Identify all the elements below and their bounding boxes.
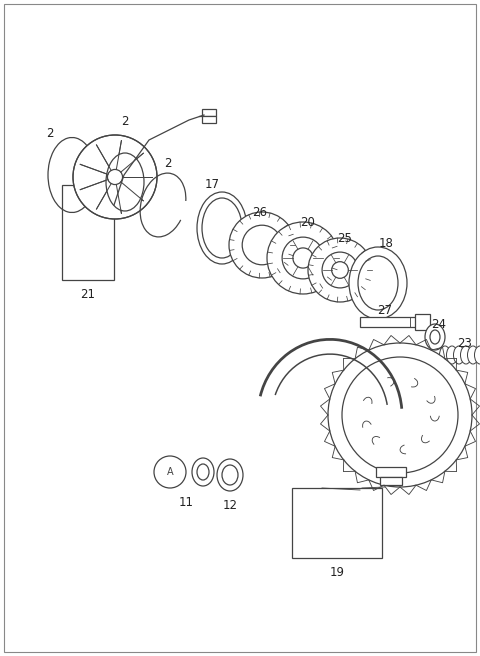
- Bar: [202, 109, 216, 116]
- Ellipse shape: [197, 464, 209, 480]
- Text: 27: 27: [377, 304, 393, 317]
- Text: 12: 12: [223, 499, 238, 512]
- Circle shape: [293, 248, 313, 268]
- Ellipse shape: [460, 346, 471, 364]
- Ellipse shape: [106, 153, 144, 211]
- Circle shape: [308, 238, 372, 302]
- Circle shape: [242, 225, 282, 265]
- Text: 17: 17: [204, 178, 219, 191]
- Text: 23: 23: [457, 337, 472, 350]
- Ellipse shape: [358, 256, 398, 310]
- Circle shape: [282, 237, 324, 279]
- Ellipse shape: [454, 346, 465, 364]
- Text: 2: 2: [46, 127, 54, 140]
- Text: 18: 18: [379, 237, 394, 250]
- Text: 25: 25: [337, 232, 352, 245]
- Ellipse shape: [440, 346, 451, 364]
- Text: 19: 19: [329, 566, 345, 579]
- Circle shape: [154, 456, 186, 488]
- Circle shape: [73, 135, 157, 219]
- Bar: [360, 317, 425, 327]
- Circle shape: [328, 343, 472, 487]
- Circle shape: [229, 212, 295, 278]
- Ellipse shape: [468, 346, 479, 364]
- Text: A: A: [167, 467, 173, 477]
- Circle shape: [342, 357, 458, 473]
- Bar: [380, 477, 402, 485]
- Ellipse shape: [222, 465, 238, 485]
- Ellipse shape: [349, 247, 407, 319]
- Bar: [292, 488, 382, 558]
- Circle shape: [332, 262, 348, 278]
- Text: 14: 14: [479, 445, 480, 458]
- Text: 24: 24: [432, 318, 446, 331]
- Text: 2: 2: [121, 115, 129, 128]
- Bar: [62, 185, 114, 280]
- Ellipse shape: [430, 330, 440, 344]
- Text: 21: 21: [81, 288, 96, 301]
- Ellipse shape: [217, 459, 243, 491]
- Ellipse shape: [202, 198, 242, 258]
- Text: 2: 2: [164, 157, 172, 170]
- Text: 20: 20: [300, 216, 315, 229]
- Bar: [415, 314, 430, 330]
- Ellipse shape: [197, 192, 247, 264]
- Ellipse shape: [475, 346, 480, 364]
- Ellipse shape: [192, 458, 214, 486]
- Ellipse shape: [446, 346, 457, 364]
- Bar: [376, 467, 406, 477]
- Circle shape: [108, 169, 122, 184]
- Text: 11: 11: [179, 496, 194, 509]
- Circle shape: [267, 222, 339, 294]
- Circle shape: [322, 252, 358, 288]
- Bar: [202, 116, 216, 123]
- Circle shape: [108, 169, 122, 184]
- Text: 26: 26: [252, 206, 267, 219]
- Ellipse shape: [425, 324, 445, 350]
